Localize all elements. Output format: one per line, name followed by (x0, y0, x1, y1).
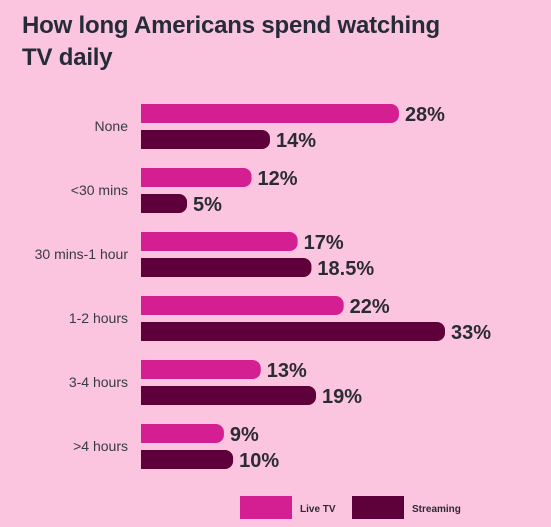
bar (141, 360, 261, 379)
bar (141, 168, 252, 187)
bar (141, 130, 270, 149)
data-label: 22% (350, 296, 390, 318)
legend-swatch (240, 496, 292, 519)
data-label: 28% (405, 104, 445, 126)
category-label: 1-2 hours (69, 310, 128, 326)
category-label: 30 mins-1 hour (35, 246, 129, 262)
category-label: <30 mins (71, 182, 128, 198)
legend-swatch (352, 496, 404, 519)
data-label: 13% (267, 360, 307, 382)
data-label: 33% (451, 322, 491, 344)
data-label: 19% (322, 386, 362, 408)
data-label: 14% (276, 130, 316, 152)
legend-label: Live TV (300, 504, 336, 515)
bar (141, 194, 188, 213)
data-label: 5% (193, 194, 222, 216)
chart-title: How long Americans spend watching TV dai… (22, 12, 440, 71)
bar (141, 104, 399, 123)
data-label: 12% (258, 168, 298, 190)
data-label: 10% (239, 450, 279, 472)
bar (141, 450, 234, 469)
bar (141, 232, 298, 251)
data-label: 17% (304, 232, 344, 254)
legend-label: Streaming (412, 504, 461, 515)
bar (141, 386, 317, 405)
bar (141, 424, 224, 443)
category-label: None (95, 118, 129, 134)
bar (141, 322, 445, 341)
data-label: 9% (230, 424, 259, 446)
category-label: 3-4 hours (69, 374, 128, 390)
bar (141, 258, 312, 277)
bar (141, 296, 344, 315)
category-label: >4 hours (73, 438, 128, 454)
data-label: 18.5% (317, 258, 374, 280)
